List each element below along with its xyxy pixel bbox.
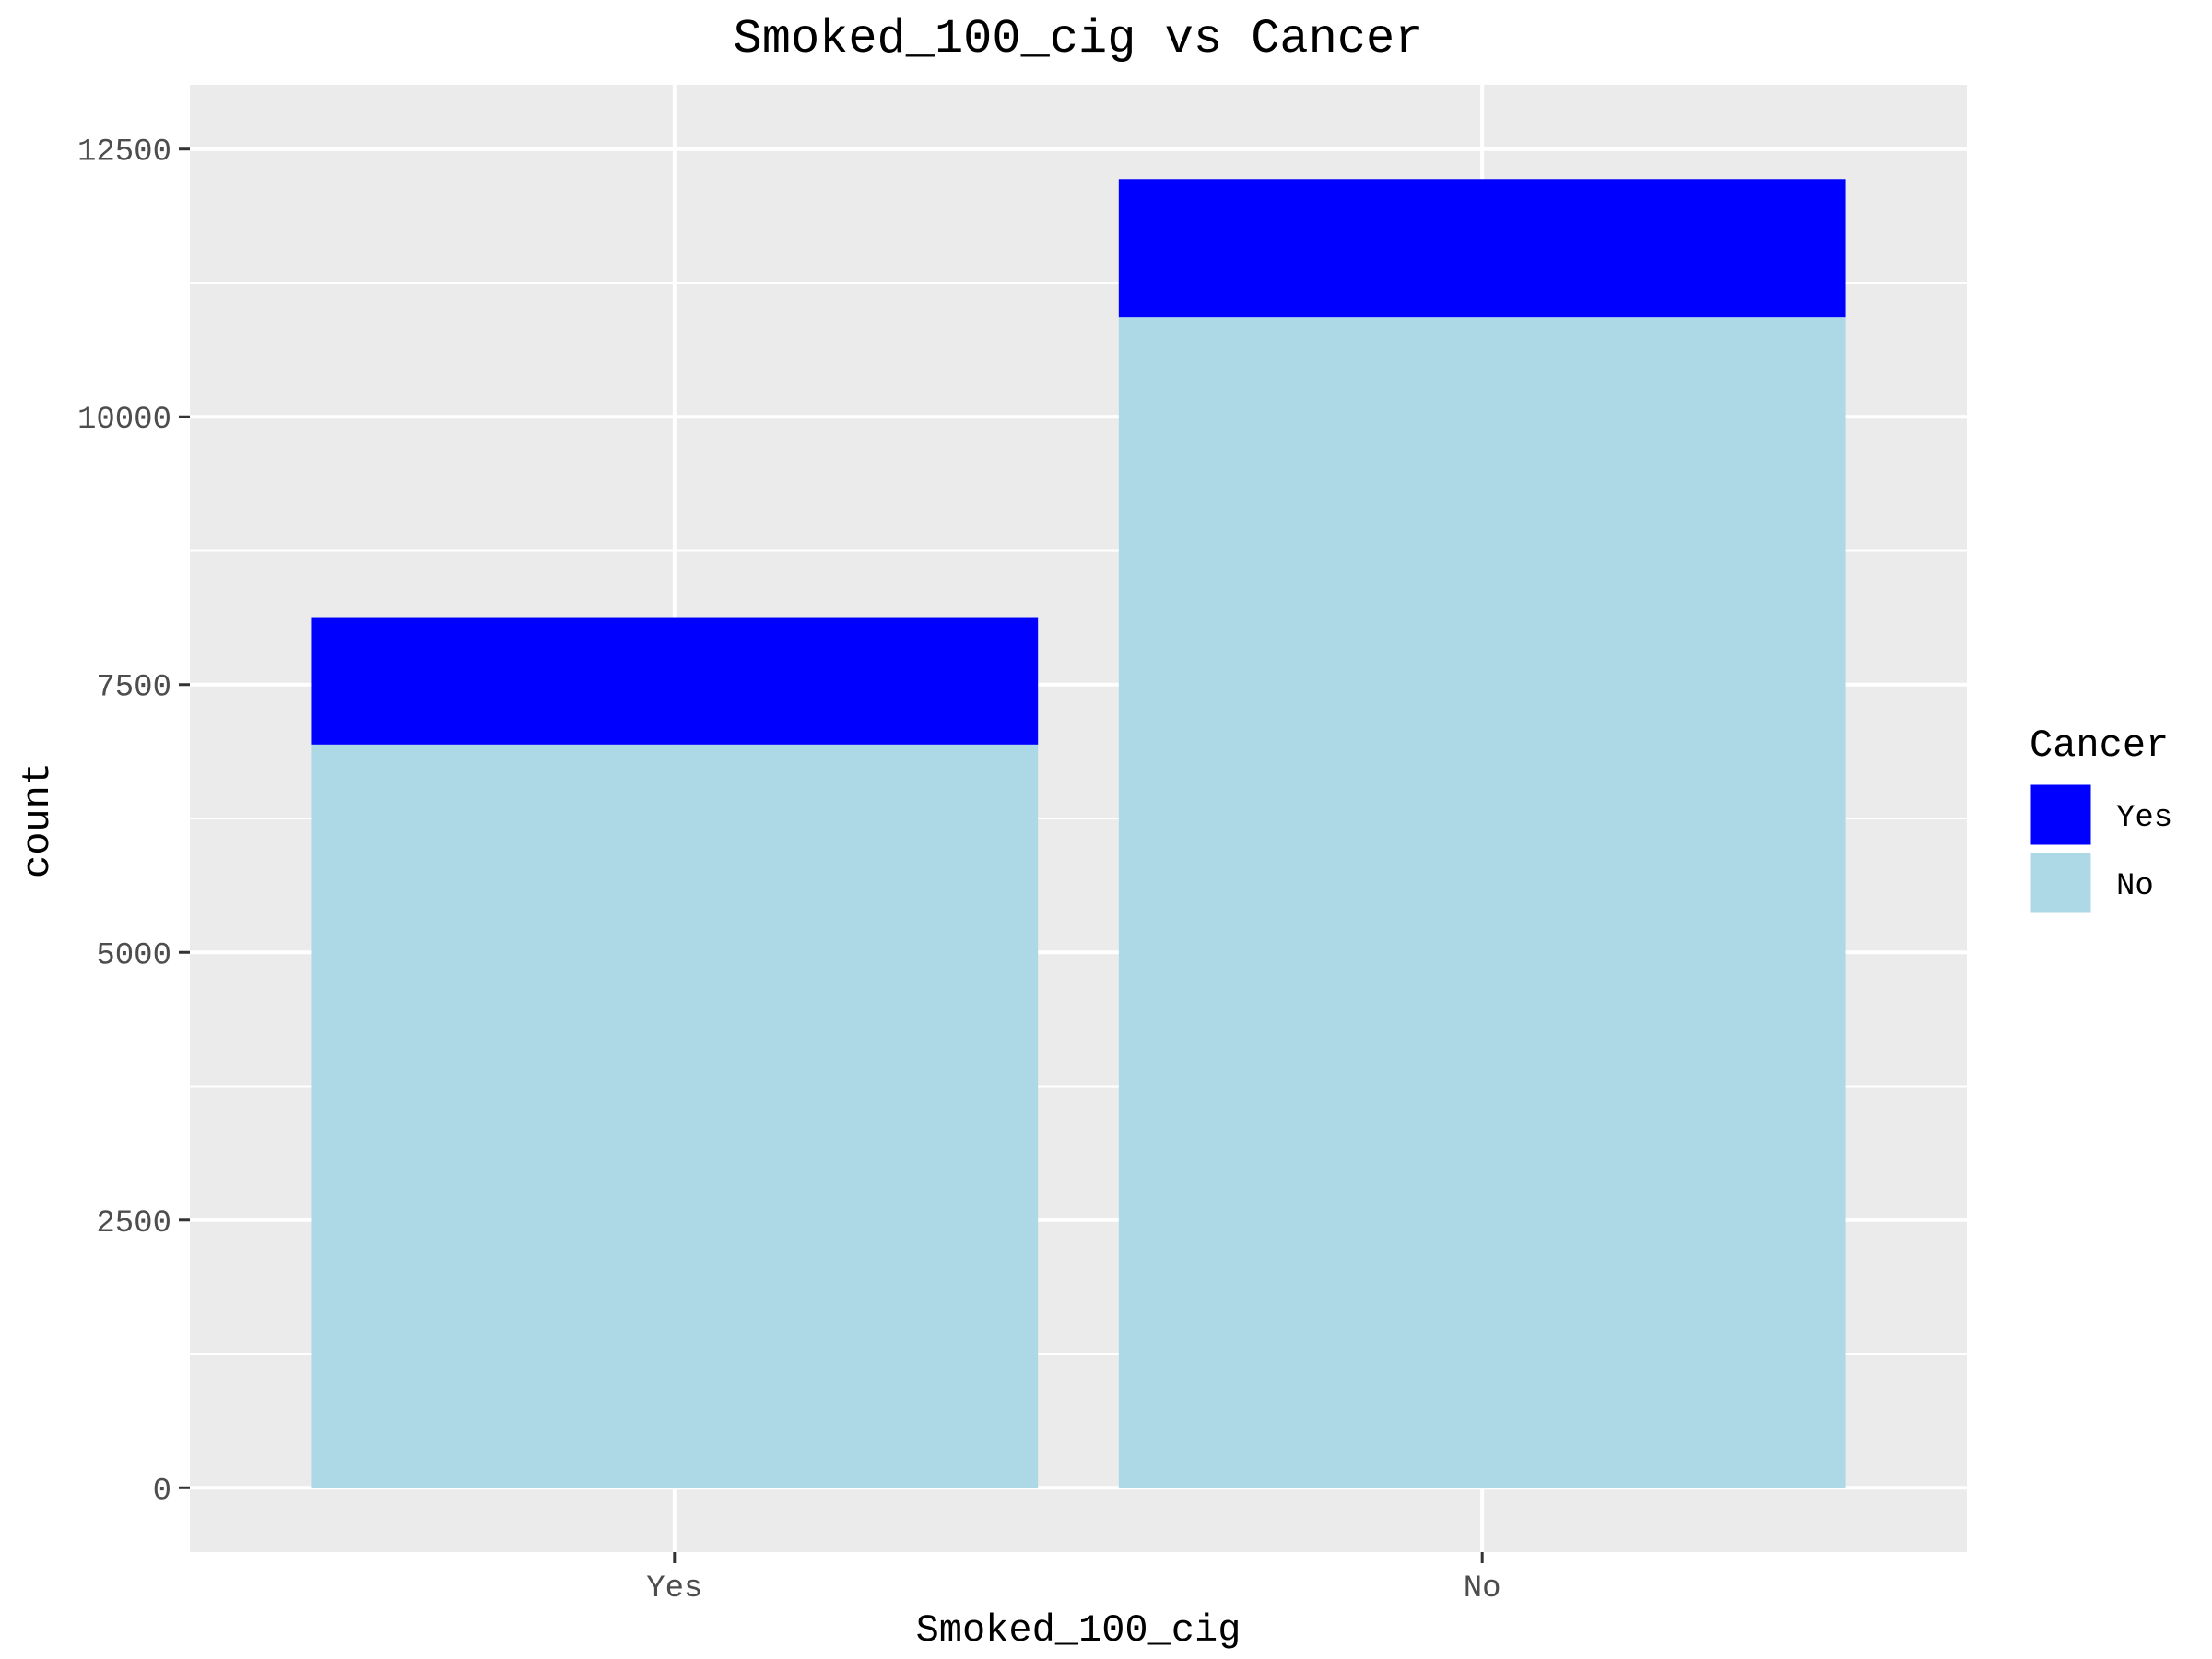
legend-title: Cancer (2030, 724, 2169, 768)
bar-yes-cancer-yes (311, 617, 1039, 745)
y-tick-label: 5000 (96, 938, 171, 973)
y-axis-title: count (16, 762, 60, 878)
legend-key-yes (2028, 782, 2094, 848)
x-axis-title: Smoked_100_cig (916, 1608, 1241, 1653)
legend: Cancer Yes No (2028, 724, 2172, 916)
axes: 0 2500 5000 7500 10000 12500 Yes No (77, 135, 1501, 1606)
chart-title: Smoked_100_cig vs Cancer (734, 12, 1424, 66)
y-tick-label: 0 (153, 1474, 171, 1509)
legend-label-no: No (2116, 869, 2154, 904)
x-tick-label: Yes (646, 1571, 702, 1606)
legend-key-no (2028, 850, 2094, 916)
y-tick-label: 10000 (77, 403, 171, 438)
y-tick-label: 2500 (96, 1206, 171, 1241)
y-tick-label: 7500 (96, 671, 171, 706)
legend-items: Yes No (2028, 782, 2172, 916)
bar-no-cancer-no (1118, 317, 1846, 1488)
bars (311, 179, 1846, 1488)
x-tick-label: No (1464, 1571, 1501, 1606)
legend-label-yes: Yes (2116, 801, 2172, 836)
bar-yes-cancer-no (311, 744, 1039, 1488)
bar-no-cancer-yes (1118, 179, 1846, 318)
y-tick-label: 12500 (77, 135, 171, 171)
